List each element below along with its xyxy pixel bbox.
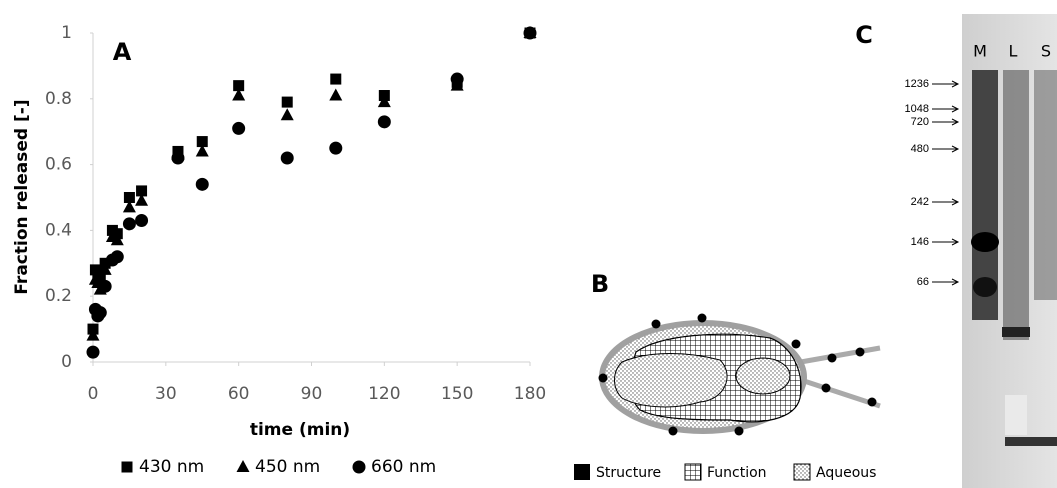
- legend-marker: [352, 460, 366, 474]
- y-tick-label: 1: [61, 23, 72, 43]
- legend-swatch: [684, 463, 702, 481]
- x-tick-label: 180: [514, 384, 546, 404]
- panel-label: C: [855, 21, 873, 49]
- diagram: B Structure Function Aqueous: [574, 270, 881, 481]
- point: [195, 144, 209, 157]
- scatter-chart: A time (min) Fraction released [-] 0 0.2 0…: [12, 23, 546, 477]
- legend-label: Structure: [596, 465, 661, 481]
- marker-label: 242: [911, 196, 929, 208]
- point: [135, 193, 149, 206]
- aqueous-region: [735, 357, 791, 395]
- legend-label: Aqueous: [816, 465, 876, 481]
- x-tick-label: 30: [155, 384, 177, 404]
- marker-arrowhead: [951, 238, 960, 246]
- lane-label: S: [1041, 42, 1051, 61]
- y-tick-label: 0.2: [45, 286, 72, 306]
- tail: [794, 345, 881, 366]
- marker-label: 66: [917, 276, 929, 288]
- point: [122, 217, 136, 231]
- point: [329, 141, 343, 155]
- lane-label: M: [973, 42, 987, 61]
- marker-arrowhead: [951, 80, 960, 88]
- y-axis-title: Fraction released [-]: [12, 99, 32, 294]
- point: [86, 328, 100, 341]
- point: [377, 95, 391, 108]
- x-tick-label: 60: [228, 384, 250, 404]
- legend-marker: [236, 460, 250, 472]
- legend-swatch: [574, 464, 590, 480]
- point: [122, 200, 136, 213]
- x-tick-label: 150: [441, 384, 473, 404]
- point: [330, 73, 342, 85]
- point: [98, 262, 112, 275]
- point: [94, 274, 106, 286]
- x-tick-label: 0: [88, 384, 99, 404]
- panel-label: B: [591, 270, 609, 298]
- y-tick-label: 0.8: [45, 89, 72, 109]
- point: [329, 88, 343, 101]
- lane: [1003, 70, 1029, 340]
- band: [1005, 437, 1057, 446]
- point: [377, 115, 391, 129]
- aqueous-region: [614, 353, 728, 408]
- marker-arrowhead: [951, 198, 960, 206]
- x-tick-label: 90: [301, 384, 323, 404]
- point: [195, 177, 209, 191]
- y-tick-label: 0.4: [45, 220, 72, 240]
- point: [196, 136, 208, 148]
- point: [136, 185, 148, 197]
- lane: [1034, 70, 1057, 300]
- band: [1002, 327, 1030, 337]
- dots: [598, 313, 877, 436]
- y-tick-label: 0: [61, 352, 72, 372]
- point: [110, 233, 124, 246]
- marker-arrowhead: [951, 105, 960, 113]
- point: [86, 345, 100, 359]
- legend-label: 660 nm: [371, 457, 436, 477]
- tail: [794, 375, 881, 409]
- point: [232, 88, 246, 101]
- point: [92, 267, 104, 279]
- point: [110, 250, 124, 264]
- legend-label: Function: [707, 465, 767, 481]
- point: [523, 26, 537, 40]
- band: [971, 232, 999, 252]
- band: [973, 277, 997, 297]
- marker-label: 480: [911, 143, 929, 155]
- point: [98, 279, 112, 293]
- point: [123, 192, 135, 203]
- x-tick-label: 120: [368, 384, 400, 404]
- point: [233, 80, 245, 92]
- marker-arrowhead: [951, 118, 960, 126]
- point: [450, 72, 464, 86]
- marker-label: 1236: [905, 78, 929, 90]
- marker-label: 1048: [905, 103, 929, 115]
- legend-label: 430 nm: [139, 457, 204, 477]
- marker-arrowhead: [951, 145, 960, 153]
- y-tick-label: 0.6: [45, 155, 72, 175]
- legend-swatch: [793, 463, 811, 481]
- legend-label: 450 nm: [255, 457, 320, 477]
- marker-arrowhead: [951, 278, 960, 286]
- lane-label: L: [1009, 42, 1018, 61]
- panel-label: A: [113, 38, 132, 66]
- point: [171, 151, 185, 165]
- point: [93, 306, 107, 320]
- point: [135, 214, 149, 228]
- x-axis-title: time (min): [250, 420, 350, 440]
- marker-label: 720: [911, 116, 929, 128]
- point: [281, 96, 293, 108]
- point: [232, 121, 246, 135]
- legend-marker: [121, 461, 133, 473]
- marker-label: 146: [911, 236, 929, 248]
- artifact: [1005, 395, 1027, 435]
- point: [280, 108, 294, 121]
- point: [280, 151, 294, 165]
